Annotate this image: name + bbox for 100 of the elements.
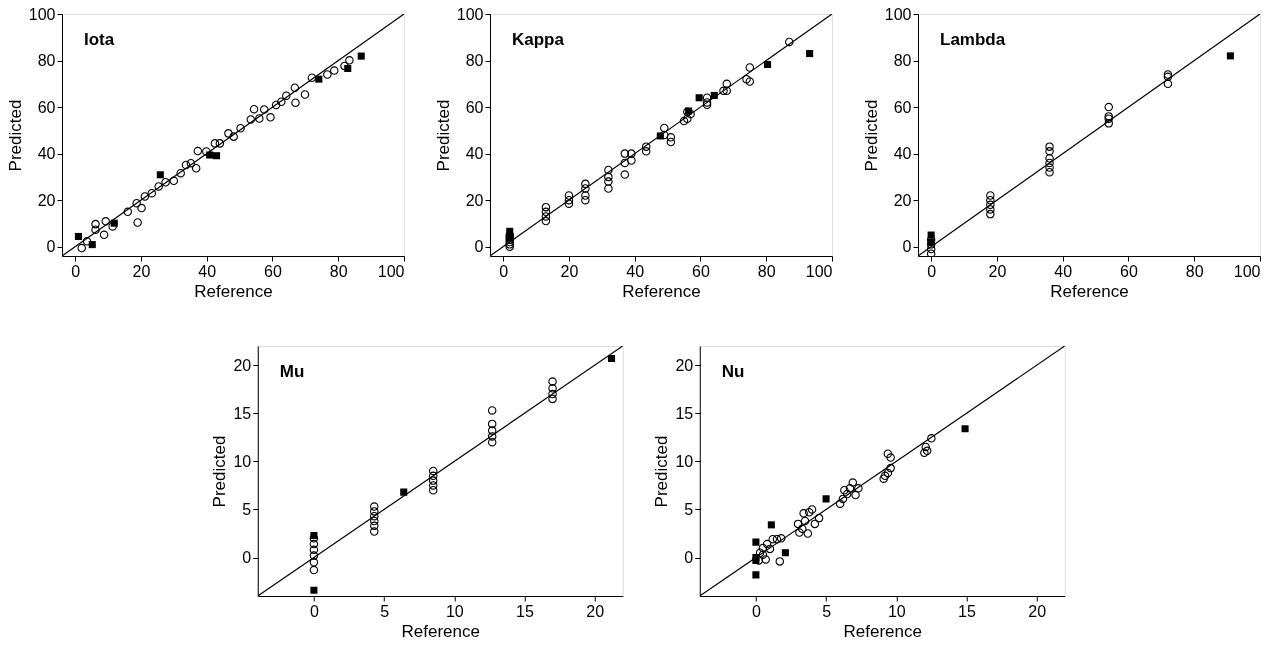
point xyxy=(506,227,514,235)
point xyxy=(487,432,497,441)
x-tick-label: 20 xyxy=(1028,602,1047,620)
point xyxy=(845,484,855,493)
point xyxy=(428,476,438,485)
point xyxy=(176,168,185,178)
point xyxy=(620,149,630,158)
point xyxy=(581,191,590,200)
point xyxy=(961,425,969,433)
point xyxy=(627,156,636,165)
point xyxy=(428,485,438,495)
point xyxy=(620,170,630,179)
point xyxy=(755,548,765,557)
point xyxy=(1045,163,1054,172)
point xyxy=(215,139,225,148)
point xyxy=(722,79,732,89)
point xyxy=(851,490,860,500)
y-tick-label: 60 xyxy=(893,98,912,116)
point xyxy=(315,75,323,83)
point xyxy=(806,50,814,58)
point xyxy=(758,543,768,553)
y-axis-title: Predicted xyxy=(652,435,672,508)
x-tick-label: 80 xyxy=(757,262,776,280)
point xyxy=(137,203,146,213)
point xyxy=(842,489,852,499)
point xyxy=(1045,167,1054,177)
point xyxy=(300,90,310,99)
x-tick-label: 20 xyxy=(988,262,1007,280)
point xyxy=(822,495,830,503)
x-tick-label: 20 xyxy=(586,602,605,620)
text: Nu xyxy=(721,362,745,381)
point xyxy=(781,549,789,557)
point xyxy=(797,524,807,533)
point xyxy=(1226,52,1234,60)
point xyxy=(799,509,808,518)
point xyxy=(309,534,319,543)
point xyxy=(548,377,557,386)
point xyxy=(1045,158,1054,168)
point xyxy=(357,52,365,60)
y-axis-title: Predicted xyxy=(5,99,25,172)
point xyxy=(807,505,817,514)
y-axis-title: Predicted xyxy=(861,99,881,172)
point xyxy=(686,109,695,119)
y-tick-label: 0 xyxy=(902,238,912,256)
x-tick-label: 0 xyxy=(71,262,81,280)
point xyxy=(986,195,995,205)
x-tick-label: 0 xyxy=(751,602,761,620)
point xyxy=(548,384,557,393)
point xyxy=(541,202,551,212)
point xyxy=(922,446,932,456)
point xyxy=(309,558,319,567)
point xyxy=(370,516,379,526)
y-tick-label: 100 xyxy=(884,5,912,23)
point xyxy=(193,146,203,156)
point xyxy=(784,37,794,47)
point xyxy=(926,244,936,254)
x-tick-label: 15 xyxy=(958,602,976,620)
point xyxy=(564,195,574,205)
point xyxy=(607,354,616,363)
point xyxy=(627,149,636,158)
point xyxy=(99,230,109,240)
x-tick-label: 15 xyxy=(516,602,534,620)
point xyxy=(604,177,613,186)
point xyxy=(745,63,755,72)
y-tick-label: 40 xyxy=(465,145,484,163)
x-tick-label: 40 xyxy=(198,262,217,280)
point xyxy=(886,463,895,473)
point xyxy=(986,200,995,210)
point xyxy=(761,555,770,564)
x-tick-label: 10 xyxy=(445,602,464,620)
point xyxy=(541,216,551,226)
y-axis-title: Predicted xyxy=(433,99,453,172)
point xyxy=(986,191,995,200)
point xyxy=(1045,147,1054,156)
x-tick-label: 20 xyxy=(560,262,579,280)
x-axis-title: Reference xyxy=(401,621,480,641)
point xyxy=(154,182,163,191)
point xyxy=(742,74,751,84)
point xyxy=(581,179,590,189)
point xyxy=(840,485,849,495)
point xyxy=(541,212,551,221)
point xyxy=(266,113,275,122)
point xyxy=(604,184,613,193)
point xyxy=(140,192,150,201)
point xyxy=(110,219,118,227)
point xyxy=(161,177,170,187)
y-tick-label: 0 xyxy=(474,238,484,256)
point xyxy=(666,133,676,142)
point xyxy=(77,243,86,253)
point xyxy=(186,158,196,168)
y-tick-label: 20 xyxy=(675,356,694,374)
point xyxy=(330,66,339,75)
point xyxy=(793,519,803,529)
point xyxy=(370,521,379,531)
x-tick-label: 40 xyxy=(1054,262,1073,280)
x-tick-label: 100 xyxy=(1233,262,1261,280)
point xyxy=(695,94,703,102)
point xyxy=(370,507,379,516)
point xyxy=(91,219,100,229)
point xyxy=(309,545,319,555)
